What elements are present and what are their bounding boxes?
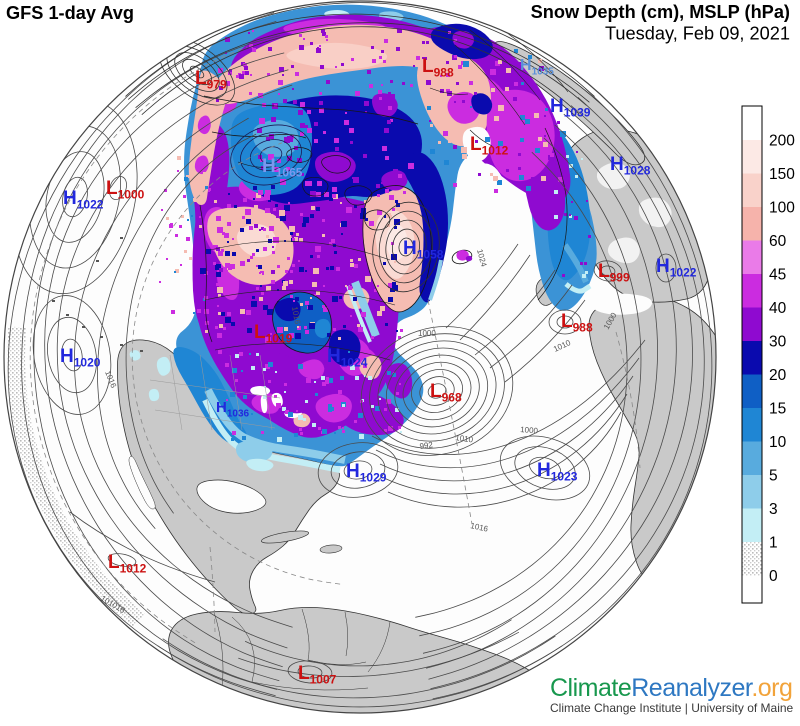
svg-text:10: 10 bbox=[769, 434, 787, 451]
svg-text:1: 1 bbox=[769, 535, 778, 552]
svg-text:150: 150 bbox=[769, 166, 795, 183]
svg-text:40: 40 bbox=[769, 300, 787, 317]
svg-text:200: 200 bbox=[769, 133, 795, 150]
svg-text:Tuesday, Feb 09, 2021: Tuesday, Feb 09, 2021 bbox=[605, 24, 790, 44]
svg-text:45: 45 bbox=[769, 267, 786, 284]
svg-text:60: 60 bbox=[769, 233, 787, 250]
svg-text:3: 3 bbox=[769, 501, 778, 518]
svg-text:30: 30 bbox=[769, 334, 787, 351]
svg-text:Snow Depth (cm), MSLP (hPa): Snow Depth (cm), MSLP (hPa) bbox=[531, 2, 790, 22]
svg-text:1000: 1000 bbox=[418, 329, 436, 338]
svg-text:100: 100 bbox=[769, 200, 795, 217]
svg-text:Climate Change Institute | Uni: Climate Change Institute | University of… bbox=[550, 701, 794, 715]
svg-text:1016: 1016 bbox=[470, 521, 490, 534]
svg-text:GFS 1-day Avg: GFS 1-day Avg bbox=[6, 3, 134, 23]
svg-text:0: 0 bbox=[769, 568, 778, 585]
svg-text:20: 20 bbox=[769, 367, 787, 384]
svg-text:1000: 1000 bbox=[520, 425, 539, 436]
svg-text:5: 5 bbox=[769, 468, 778, 485]
svg-text:1010: 1010 bbox=[455, 433, 474, 444]
svg-text:1016: 1016 bbox=[290, 306, 302, 326]
svg-text:ClimateReanalyzer.org: ClimateReanalyzer.org bbox=[550, 674, 792, 702]
svg-text:992: 992 bbox=[419, 440, 434, 451]
svg-text:15: 15 bbox=[769, 401, 786, 418]
